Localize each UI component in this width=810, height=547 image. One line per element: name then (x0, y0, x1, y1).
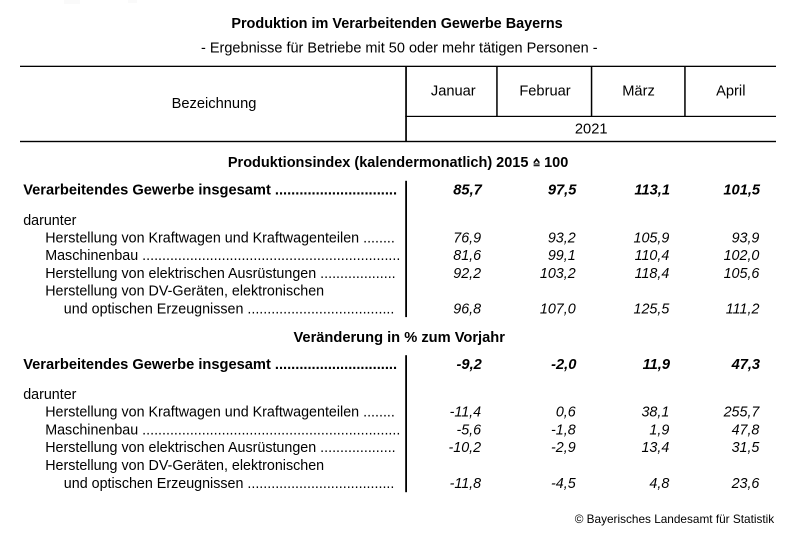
svg-text:März: März (622, 83, 655, 99)
svg-text:-5,6: -5,6 (456, 422, 481, 438)
svg-text:- Ergebnisse für Betriebe mit: - Ergebnisse für Betriebe mit 50 oder me… (201, 40, 598, 56)
svg-text:darunter: darunter (23, 213, 76, 229)
svg-text:Februar: Februar (519, 83, 570, 99)
svg-text:-10,2: -10,2 (449, 440, 482, 456)
svg-text:Herstellung von elektrischen A: Herstellung von elektrischen Ausrüstunge… (45, 266, 395, 282)
svg-text:47,3: 47,3 (731, 357, 761, 373)
svg-text:105,9: 105,9 (634, 230, 670, 246)
svg-text:31,5: 31,5 (732, 440, 760, 456)
svg-text:103,2: 103,2 (540, 266, 576, 282)
svg-text:38,1: 38,1 (641, 405, 669, 421)
svg-text:© Bayerisches Landesamt für St: © Bayerisches Landesamt für Statistik (575, 512, 775, 526)
svg-text:113,1: 113,1 (634, 182, 670, 198)
svg-text:125,5: 125,5 (634, 301, 670, 317)
svg-text:111,2: 111,2 (726, 301, 760, 317)
svg-text:81,6: 81,6 (453, 248, 481, 264)
svg-text:13,4: 13,4 (641, 440, 669, 456)
svg-text:Verarbeitendes Gewerbe insgesa: Verarbeitendes Gewerbe insgesamt .......… (23, 182, 397, 198)
svg-text:93,2: 93,2 (548, 230, 576, 246)
svg-text:97,5: 97,5 (548, 182, 577, 198)
svg-text:Produktion im Verarbeitenden G: Produktion im Verarbeitenden Gewerbe Bay… (231, 16, 562, 32)
svg-text:-11,4: -11,4 (450, 405, 482, 421)
svg-text:85,7: 85,7 (453, 182, 482, 198)
svg-text:darunter: darunter (23, 387, 76, 403)
svg-text:Maschinenbau .................: Maschinenbau ...........................… (45, 248, 400, 264)
svg-text:Veränderung in % zum Vorjahr: Veränderung in % zum Vorjahr (293, 330, 505, 346)
svg-text:92,2: 92,2 (453, 266, 481, 282)
svg-text:101,5: 101,5 (723, 182, 761, 198)
svg-text:0,6: 0,6 (556, 405, 576, 421)
svg-text:11,9: 11,9 (643, 357, 671, 373)
svg-text:Herstellung von DV-Geräten, el: Herstellung von DV-Geräten, elektronisch… (45, 458, 324, 474)
svg-text:-2,9: -2,9 (551, 440, 576, 456)
svg-text:1,9: 1,9 (649, 422, 669, 438)
svg-text:105,6: 105,6 (724, 266, 760, 282)
svg-text:76,9: 76,9 (453, 230, 481, 246)
svg-text:47,8: 47,8 (732, 422, 760, 438)
svg-text:Verarbeitendes Gewerbe insgesa: Verarbeitendes Gewerbe insgesamt .......… (23, 357, 397, 373)
svg-text:und optischen Erzeugnissen ...: und optischen Erzeugnissen .............… (64, 476, 395, 492)
svg-text:118,4: 118,4 (635, 266, 670, 282)
svg-text:93,9: 93,9 (732, 230, 760, 246)
svg-text:Herstellung von Kraftwagen und: Herstellung von Kraftwagen und Kraftwage… (45, 405, 395, 421)
svg-text:2021: 2021 (575, 122, 608, 138)
svg-text:110,4: 110,4 (635, 248, 670, 264)
svg-text:23,6: 23,6 (731, 476, 760, 492)
svg-text:255,7: 255,7 (723, 405, 761, 421)
svg-text:-4,5: -4,5 (551, 476, 576, 492)
svg-text:96,8: 96,8 (453, 301, 481, 317)
svg-text:102,0: 102,0 (724, 248, 760, 264)
svg-text:Herstellung von elektrischen A: Herstellung von elektrischen Ausrüstunge… (45, 440, 395, 456)
svg-text:Januar: Januar (431, 83, 476, 99)
svg-text:Produktionsindex (kalendermona: Produktionsindex (kalendermonatlich) 201… (228, 155, 529, 171)
svg-text:-2,0: -2,0 (551, 357, 577, 373)
svg-text:-11,8: -11,8 (450, 476, 482, 492)
svg-text:99,1: 99,1 (548, 248, 576, 264)
svg-text:-9,2: -9,2 (457, 357, 482, 373)
svg-text:Herstellung von DV-Geräten, el: Herstellung von DV-Geräten, elektronisch… (45, 284, 324, 300)
svg-text:Maschinenbau .................: Maschinenbau ...........................… (45, 422, 400, 438)
svg-text:100: 100 (544, 155, 568, 171)
svg-text:4,8: 4,8 (649, 476, 669, 492)
svg-text:Bezeichnung: Bezeichnung (172, 96, 257, 112)
svg-text:-1,8: -1,8 (551, 422, 576, 438)
svg-text:und optischen Erzeugnissen ...: und optischen Erzeugnissen .............… (64, 301, 395, 317)
svg-text:107,0: 107,0 (540, 301, 576, 317)
svg-text:Herstellung von Kraftwagen und: Herstellung von Kraftwagen und Kraftwage… (45, 230, 395, 246)
svg-text:April: April (716, 83, 745, 99)
